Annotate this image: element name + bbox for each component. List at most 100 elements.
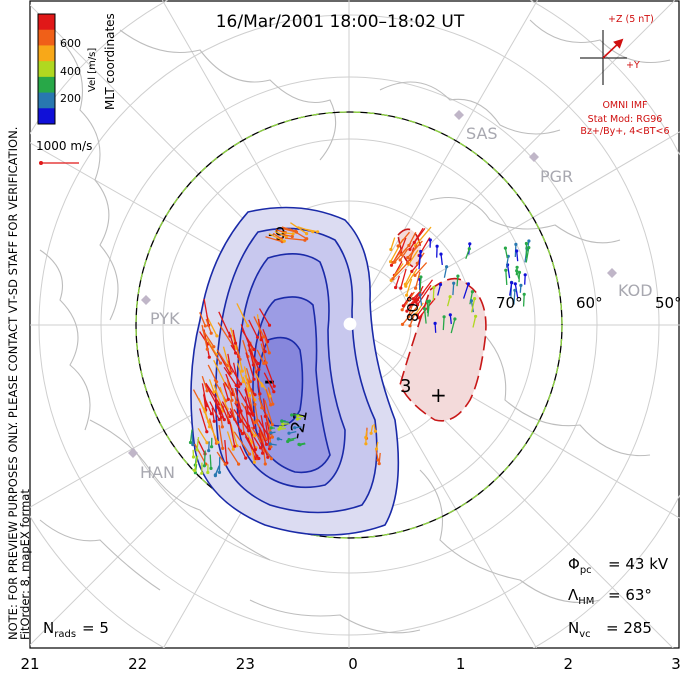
velocity-vector xyxy=(236,303,249,327)
velocity-vector xyxy=(416,252,425,264)
velocity-vector-origin xyxy=(266,455,270,459)
velocity-vector-origin xyxy=(448,295,452,299)
velocity-vector-origin xyxy=(418,254,422,258)
velocity-vector xyxy=(234,387,242,412)
velocity-vector-origin xyxy=(217,470,222,474)
velocity-vector xyxy=(397,231,411,247)
velocity-vector xyxy=(408,249,419,265)
velocity-vector xyxy=(258,426,268,445)
velocity-vector-origin xyxy=(419,249,423,254)
velocity-vector-origin xyxy=(473,297,477,301)
velocity-vector xyxy=(400,268,407,289)
svg-text:= 43 kV: = 43 kV xyxy=(608,555,669,573)
velocity-vector xyxy=(225,373,235,395)
velocity-vector xyxy=(264,338,270,354)
velocity-vector-origin xyxy=(406,315,410,319)
velocity-vector xyxy=(218,352,231,374)
velocity-vector-origin xyxy=(228,415,232,419)
velocity-vector xyxy=(213,384,224,412)
velocity-vector-origin xyxy=(442,315,446,319)
velocity-vector-origin xyxy=(205,441,209,445)
velocity-vector xyxy=(218,407,225,420)
velocity-vector-origin xyxy=(389,247,393,252)
velocity-vector-origin xyxy=(432,285,436,289)
velocity-vector-origin xyxy=(400,322,405,326)
velocity-vector-origin xyxy=(414,300,418,304)
velocity-vector xyxy=(220,403,230,423)
velocity-vector-origin xyxy=(264,442,269,446)
velocity-vector xyxy=(194,455,199,471)
velocity-vector xyxy=(440,254,443,265)
velocity-vector-origin xyxy=(222,418,226,422)
velocity-vector xyxy=(221,401,231,417)
velocity-vector xyxy=(194,443,207,465)
velocity-vector xyxy=(203,298,210,326)
velocity-vector xyxy=(197,438,206,455)
velocity-vector-origin xyxy=(435,244,439,248)
velocity-vector-origin xyxy=(217,417,221,422)
velocity-vector-origin xyxy=(398,258,402,262)
velocity-vector-origin xyxy=(250,411,254,415)
velocity-vector-origin xyxy=(191,443,195,447)
velocity-vector-origin xyxy=(213,473,217,477)
velocity-vector xyxy=(505,270,508,286)
imf-clock-dial xyxy=(580,30,627,85)
velocity-vector-origin xyxy=(287,438,291,442)
velocity-vector-origin xyxy=(445,265,449,269)
velocity-vector-origin xyxy=(234,383,238,388)
velocity-vector-origin xyxy=(205,430,209,434)
velocity-vector-origin xyxy=(377,462,381,466)
velocity-vector xyxy=(230,327,237,349)
velocity-vector-origin xyxy=(191,455,196,459)
velocity-vector-origin xyxy=(374,447,379,451)
velocity-vector xyxy=(226,431,234,450)
velocity-vector xyxy=(202,394,212,415)
velocity-vector-origin xyxy=(238,357,242,361)
velocity-vector-origin xyxy=(427,299,431,303)
velocity-vector xyxy=(394,275,401,288)
velocity-vector-origin xyxy=(205,389,209,393)
velocity-vector xyxy=(306,228,318,233)
velocity-vector xyxy=(196,437,200,450)
velocity-vector xyxy=(234,402,249,427)
velocity-vector xyxy=(218,425,224,449)
velocity-vector-origin xyxy=(220,425,224,429)
velocity-vector-origin xyxy=(393,260,397,264)
velocity-vector-origin xyxy=(467,247,471,251)
velocity-vector xyxy=(230,423,238,446)
velocity-vector-origin xyxy=(522,292,526,296)
velocity-vector xyxy=(226,379,233,401)
velocity-vector-origin xyxy=(225,364,229,368)
velocity-vector-origin xyxy=(209,331,213,335)
velocity-vector-origin xyxy=(503,246,507,250)
velocity-vector xyxy=(282,233,293,238)
velocity-vector-origin xyxy=(287,431,291,435)
velocity-vector-origin xyxy=(294,229,298,233)
velocity-vector-origin xyxy=(415,303,420,307)
velocity-vector xyxy=(264,400,273,425)
velocity-vector-origin xyxy=(513,282,517,286)
velocity-vector-origin xyxy=(252,434,257,438)
velocity-vector xyxy=(228,331,237,354)
velocity-vector-origin xyxy=(456,274,460,278)
velocity-vector xyxy=(405,278,413,296)
velocity-vector xyxy=(213,393,221,414)
velocity-vector-origin xyxy=(258,392,262,396)
velocity-vector-origin xyxy=(269,445,273,449)
lat-label-80: 80° xyxy=(404,295,422,322)
velocity-vector-origin xyxy=(227,421,231,425)
velocity-vector-origin xyxy=(230,398,234,402)
velocity-vector xyxy=(237,389,253,414)
velocity-vector-origin xyxy=(200,471,204,475)
velocity-vector xyxy=(249,413,255,428)
velocity-vector xyxy=(290,222,307,235)
station-sas: SAS xyxy=(466,124,498,143)
velocity-vector xyxy=(272,232,282,240)
velocity-vector xyxy=(201,375,208,392)
velocity-vector xyxy=(450,318,456,334)
velocity-vector-origin xyxy=(515,265,519,269)
velocity-vector-origin xyxy=(248,380,252,384)
velocity-vector-origin xyxy=(282,239,286,243)
colorbar-tick-600: 600 xyxy=(60,37,81,50)
velocity-vector-origin xyxy=(510,281,514,285)
